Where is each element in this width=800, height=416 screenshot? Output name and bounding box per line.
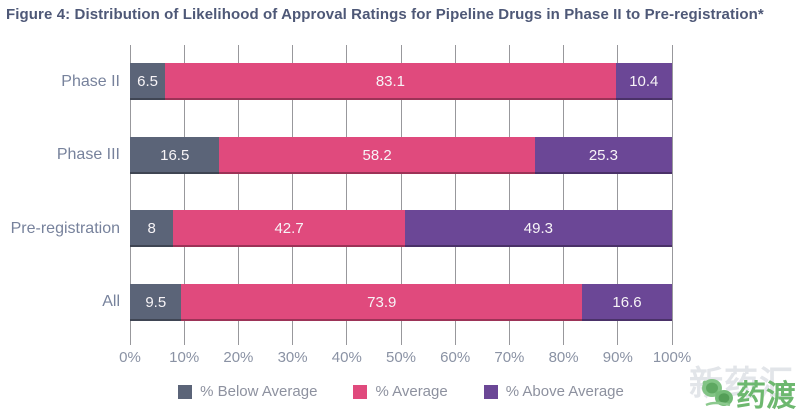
- bar-value-label: 25.3: [588, 146, 619, 164]
- legend-label: % Average: [375, 383, 448, 400]
- category-label: Pre-registration: [10, 219, 120, 237]
- bar-value-label: 6.5: [137, 73, 159, 91]
- bar-value-label: 83.1: [375, 73, 406, 91]
- bar-segment: 83.1: [165, 63, 616, 101]
- bar-segment: 6.5: [130, 63, 166, 101]
- bar-segment: 10.4: [615, 63, 672, 101]
- x-tick-label: 40%: [331, 349, 362, 366]
- bar-segment: 73.9: [181, 283, 583, 321]
- x-tick-label: 0%: [119, 349, 141, 366]
- bar-value-label: 9.5: [145, 293, 167, 311]
- gridline: [508, 45, 510, 339]
- gridline: [292, 45, 294, 339]
- bar-value-label: 10.4: [629, 73, 659, 91]
- x-axis-tick: [346, 339, 348, 345]
- figure-title: Figure 4: Distribution of Likelihood of …: [6, 6, 764, 23]
- bar-segment: 42.7: [173, 210, 405, 248]
- bar-segment: 8: [130, 210, 174, 248]
- x-tick-label: 60%: [440, 349, 471, 366]
- bar-value-label: 42.7: [274, 220, 304, 238]
- bar-value-label: 73.9: [367, 293, 397, 311]
- legend-item: % Above Average: [483, 383, 624, 400]
- bar-segment: 16.6: [582, 283, 672, 321]
- chart-legend: % Below Average % Average % Above Average: [130, 383, 672, 400]
- brand-tree-icon: [700, 377, 734, 412]
- x-tick-label: 80%: [548, 349, 579, 366]
- x-axis-tick: [129, 339, 131, 345]
- x-axis-tick: [508, 339, 510, 345]
- bar-segment: 25.3: [534, 136, 672, 174]
- x-axis-tick: [454, 339, 456, 345]
- legend-swatch: [353, 384, 368, 399]
- category-label: All: [102, 293, 120, 311]
- gridline: [617, 45, 619, 339]
- x-tick-label: 50%: [385, 349, 417, 366]
- bar-row: 16.5 58.2 25.3: [130, 136, 672, 174]
- watermark: 新药汇 药渡: [678, 354, 798, 416]
- gridline: [563, 45, 565, 339]
- category-label: Phase III: [56, 146, 120, 164]
- bar-row: 9.5 73.9 16.6: [130, 283, 672, 321]
- gridline: [237, 45, 239, 339]
- bar-segment: 58.2: [219, 136, 535, 174]
- bar-row: 6.5 83.1 10.4: [130, 63, 672, 101]
- legend-item: % Average: [353, 383, 448, 400]
- bar-segment: 16.5: [130, 136, 220, 174]
- x-axis-tick: [237, 339, 239, 345]
- x-axis-tick: [617, 339, 619, 345]
- bar-segment: 49.3: [404, 210, 672, 248]
- gridline: [400, 45, 402, 339]
- bar-row: 8 42.7 49.3: [130, 210, 672, 248]
- gridline: [183, 45, 185, 339]
- gridline: [454, 45, 456, 339]
- gridline: [671, 45, 673, 339]
- x-tick-label: 90%: [602, 349, 633, 366]
- brand-logo: 药渡: [700, 377, 796, 412]
- bar-value-label: 16.6: [612, 293, 642, 311]
- x-tick-label: 100%: [652, 349, 692, 366]
- legend-label: % Below Average: [200, 383, 318, 400]
- x-tick-label: 30%: [277, 349, 308, 366]
- gridline: [129, 45, 131, 339]
- gridline: [346, 45, 348, 339]
- x-axis-tick: [563, 339, 565, 345]
- x-axis-tick: [400, 339, 402, 345]
- brand-logo-text: 药渡: [736, 380, 796, 413]
- x-tick-label: 70%: [494, 349, 525, 366]
- x-axis-tick: [292, 339, 294, 345]
- legend-label: % Above Average: [505, 383, 624, 400]
- bar-value-label: 49.3: [523, 220, 553, 238]
- chart-plot: 0% 10% 20% 30% 40% 50% 60% 70% 80% 90% 100% Phase I…: [11, 45, 691, 366]
- x-axis-tick: [671, 339, 673, 345]
- legend-item: % Below Average: [178, 383, 317, 400]
- x-tick-label: 10%: [169, 349, 200, 366]
- x-axis-tick: [183, 339, 185, 345]
- bar-value-label: 8: [147, 220, 156, 238]
- bar-value-label: 16.5: [160, 146, 190, 164]
- bar-value-label: 58.2: [362, 146, 392, 164]
- bar-segment: 9.5: [130, 283, 182, 321]
- legend-swatch: [483, 384, 498, 399]
- x-tick-label: 20%: [223, 349, 254, 366]
- legend-swatch: [178, 384, 193, 399]
- category-label: Phase II: [61, 72, 120, 90]
